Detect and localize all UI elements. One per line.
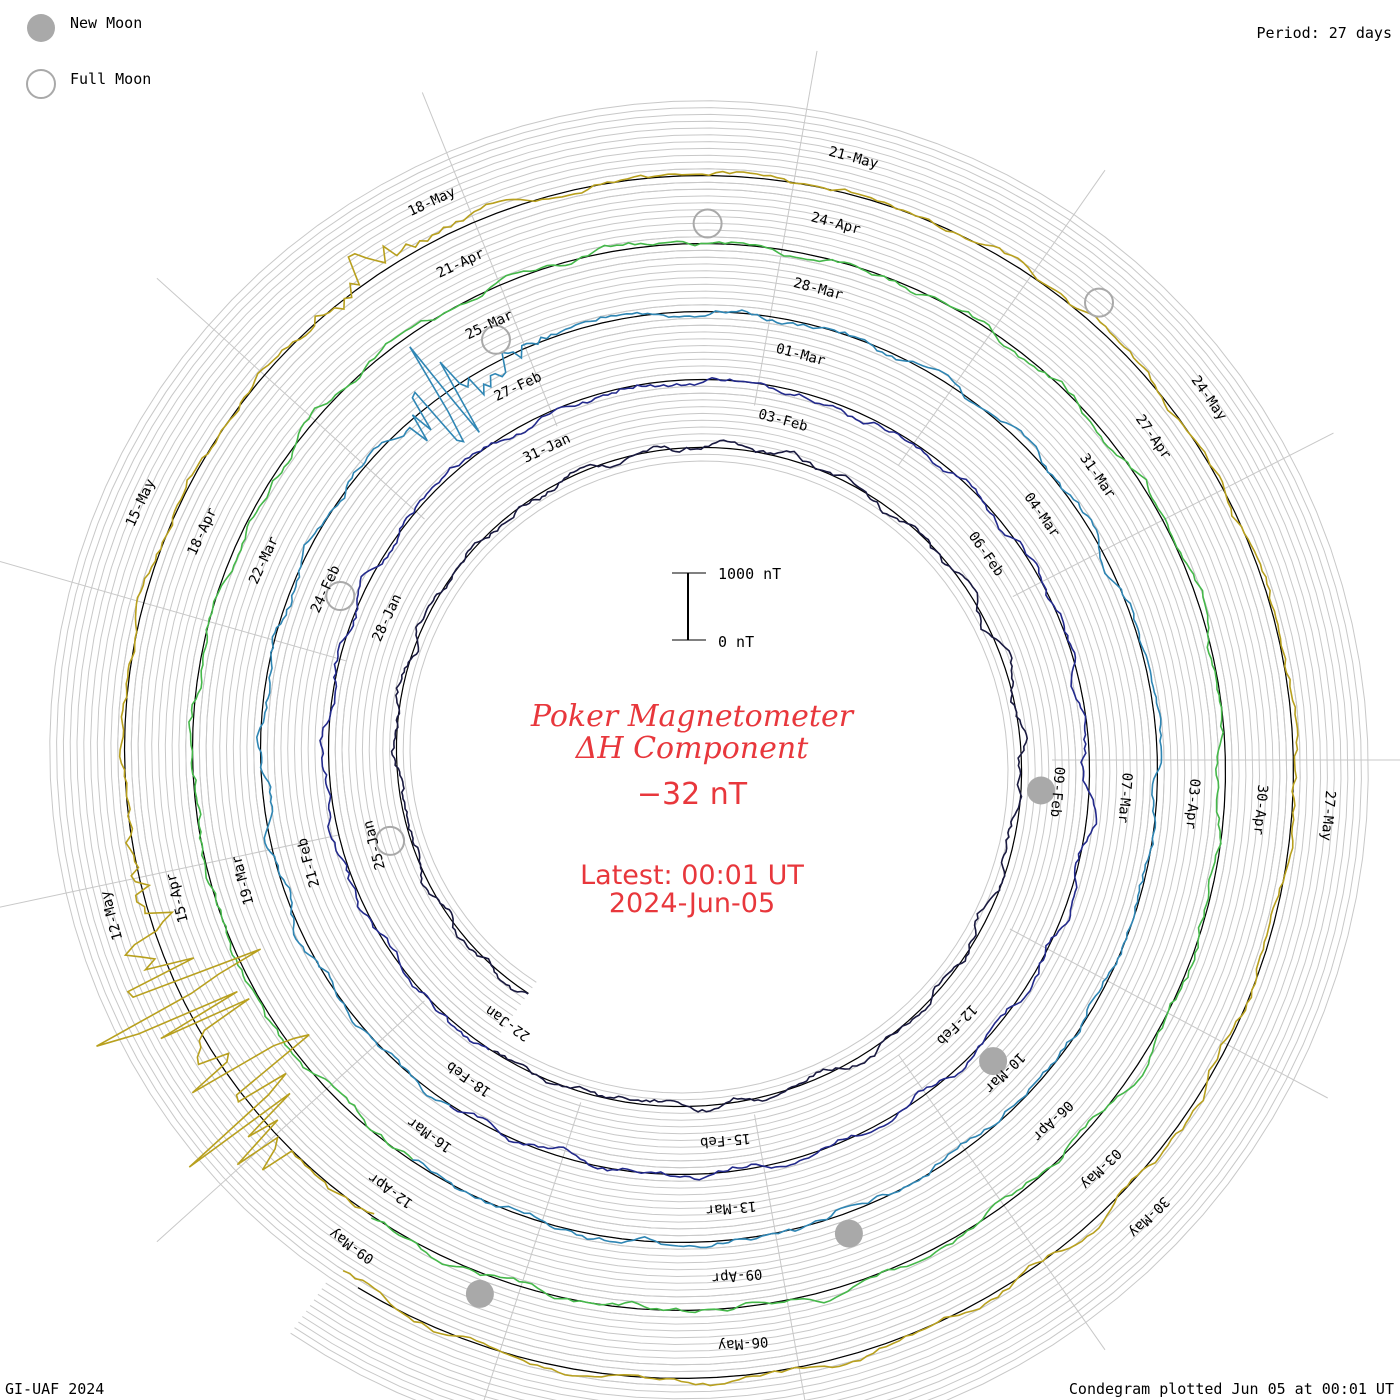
current-value: −32 nT <box>637 777 748 812</box>
footer-plotted: Condegram plotted Jun 05 at 00:01 UT <box>1069 1380 1394 1398</box>
grid-spoke <box>898 1054 1106 1351</box>
magnetometer-traces <box>96 170 1299 1387</box>
date-label: 21-Feb <box>295 836 324 889</box>
date-label: 18-Feb <box>444 1058 495 1100</box>
grid-spoke <box>898 169 1106 466</box>
chart-title-line2: ΔH Component <box>575 731 809 766</box>
new-moon-legend-icon <box>27 14 55 42</box>
date-label: 15-Feb <box>699 1130 751 1150</box>
chart-title-line1: Poker Magnetometer <box>530 699 855 734</box>
date-label: 27-May <box>1318 790 1338 842</box>
grid-spoke <box>0 561 347 662</box>
scale-bar <box>672 572 706 641</box>
date-label: 19-Mar <box>229 854 258 907</box>
date-label: 12-May <box>98 889 127 942</box>
scale-top-label: 1000 nT <box>718 565 781 583</box>
grid-spoke <box>1009 928 1328 1099</box>
grid-spoke <box>156 277 425 520</box>
date-label: 07-Mar <box>1115 772 1135 824</box>
legend-new-moon-label: New Moon <box>70 14 142 32</box>
date-label: 03-Apr <box>1182 778 1202 830</box>
new-moon-marker <box>834 1219 863 1248</box>
footer-credit: GI-UAF 2024 <box>5 1380 104 1398</box>
date-label: 28-Mar <box>792 275 845 304</box>
full-moon-marker <box>1084 287 1114 318</box>
full-moon-marker <box>692 208 723 239</box>
full-moon-legend-icon <box>26 69 56 99</box>
trace-cycle-18-feb <box>319 376 1098 1181</box>
date-label: 01-Mar <box>774 341 827 370</box>
full-moon-marker <box>375 825 406 856</box>
trace-cycle-22-jan <box>390 439 1029 1113</box>
date-label: 09-Apr <box>711 1265 763 1285</box>
date-label: 03-Feb <box>756 406 809 435</box>
new-moon-marker <box>1027 776 1055 805</box>
trace-cycle-12-apr <box>188 240 1225 1314</box>
grid-spoke <box>754 50 818 406</box>
date-label: 21-May <box>827 144 880 173</box>
scale-bottom-label: 0 nT <box>718 633 754 651</box>
grid-spoke <box>483 1102 582 1400</box>
date-label: 13-Mar <box>705 1198 757 1218</box>
period-label: Period: 27 days <box>1257 24 1392 42</box>
trace-cycle-09-may <box>96 170 1299 1387</box>
trace-cycle-16-mar <box>255 309 1163 1249</box>
full-moon-marker <box>325 581 356 611</box>
radial-spokes <box>0 50 1400 1400</box>
new-moon-marker <box>979 1047 1008 1076</box>
date-label: 30-Apr <box>1250 784 1270 836</box>
grid-spoke <box>156 1000 425 1243</box>
latest-date: 2024-Jun-05 <box>609 888 775 919</box>
date-label: 25-Jan <box>360 819 389 872</box>
grid-spoke <box>1012 432 1334 598</box>
date-label: 24-Apr <box>809 209 862 238</box>
new-moon-marker <box>465 1279 494 1308</box>
grid-spoke <box>421 92 558 427</box>
full-moon-marker <box>481 324 511 355</box>
date-label: 06-May <box>717 1333 769 1353</box>
grid-spoke <box>0 834 341 908</box>
legend-full-moon-label: Full Moon <box>70 70 151 88</box>
date-label: 09-Feb <box>1047 766 1067 818</box>
grid-spoke <box>754 1114 806 1400</box>
moon-markers <box>325 208 1114 1308</box>
latest-time: Latest: 00:01 UT <box>580 860 804 891</box>
date-label: 22-Jan <box>483 1002 534 1044</box>
